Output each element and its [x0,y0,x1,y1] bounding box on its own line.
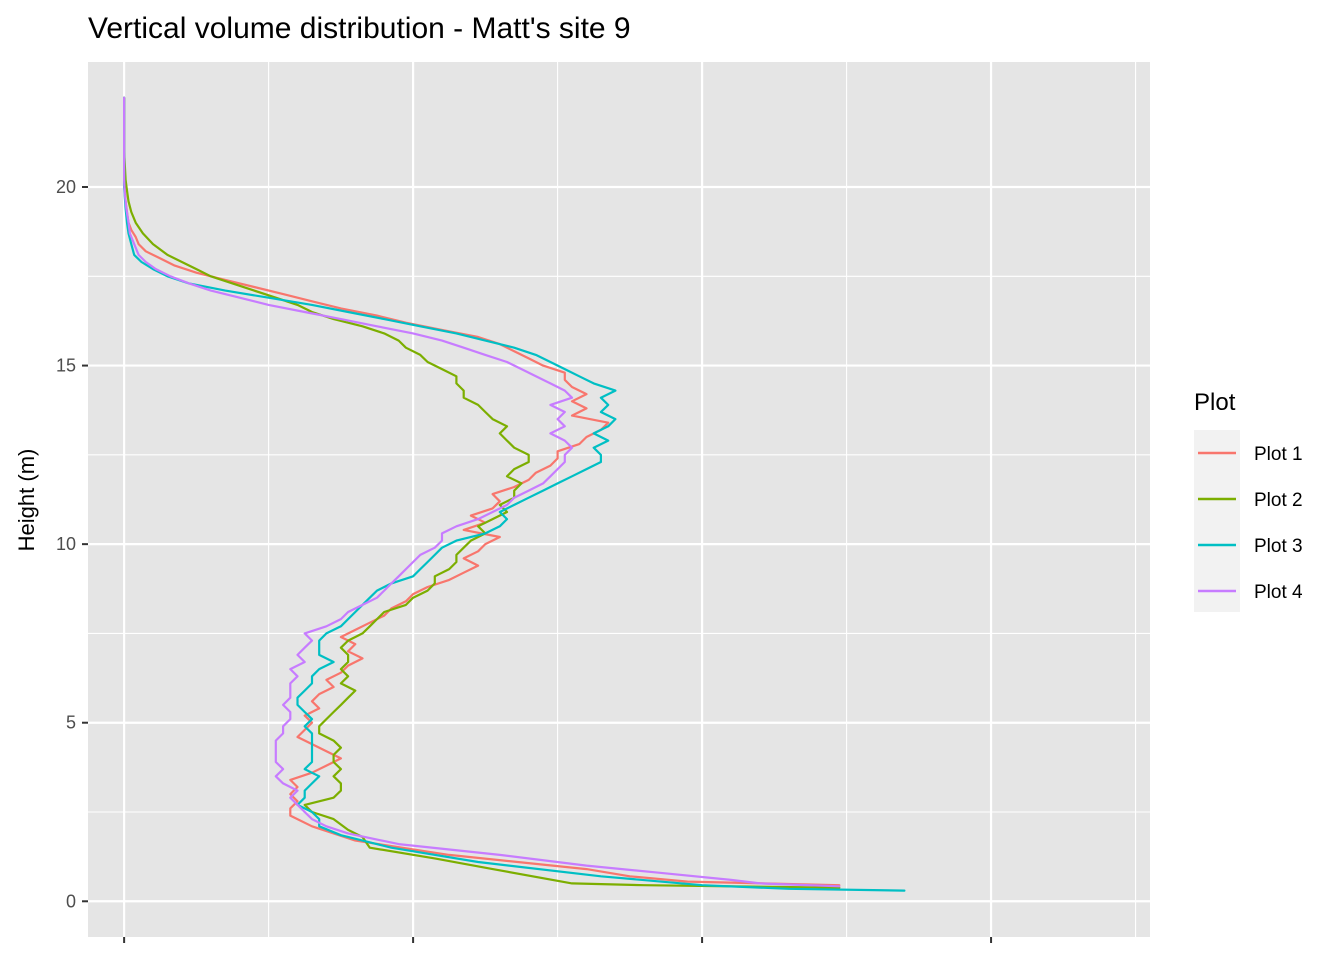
y-tick-label: 20 [56,177,76,197]
grid-major [88,62,1150,937]
y-tick-label: 0 [66,891,76,911]
legend-label: Plot 3 [1254,536,1303,557]
legend-label: Plot 2 [1254,490,1303,511]
series-layer [123,96,906,892]
legend-items: Plot 1 Plot 2 Plot 3 Plot 4 [1198,444,1303,603]
y-axis: 0 5 10 15 20 [56,177,88,911]
y-tick-label: 15 [56,356,76,376]
legend-title: Plot [1194,389,1236,416]
legend-label: Plot 4 [1254,582,1303,603]
grid-minor [88,62,1150,937]
series-line-plot-3 [123,96,906,892]
x-axis [123,937,993,943]
y-axis-title: Height (m) [14,449,39,552]
legend: Plot Plot 1 Plot 2 Plot 3 Plot 4 [1194,389,1303,612]
y-tick-label: 5 [66,713,76,733]
y-tick-label: 10 [56,534,76,554]
series-line-plot-4 [123,96,841,888]
legend-label: Plot 1 [1254,444,1303,465]
plot-panel [88,62,1150,937]
legend-key-background [1194,430,1240,612]
chart-title: Vertical volume distribution - Matt's si… [88,12,631,45]
series-line-plot-1 [123,96,841,887]
